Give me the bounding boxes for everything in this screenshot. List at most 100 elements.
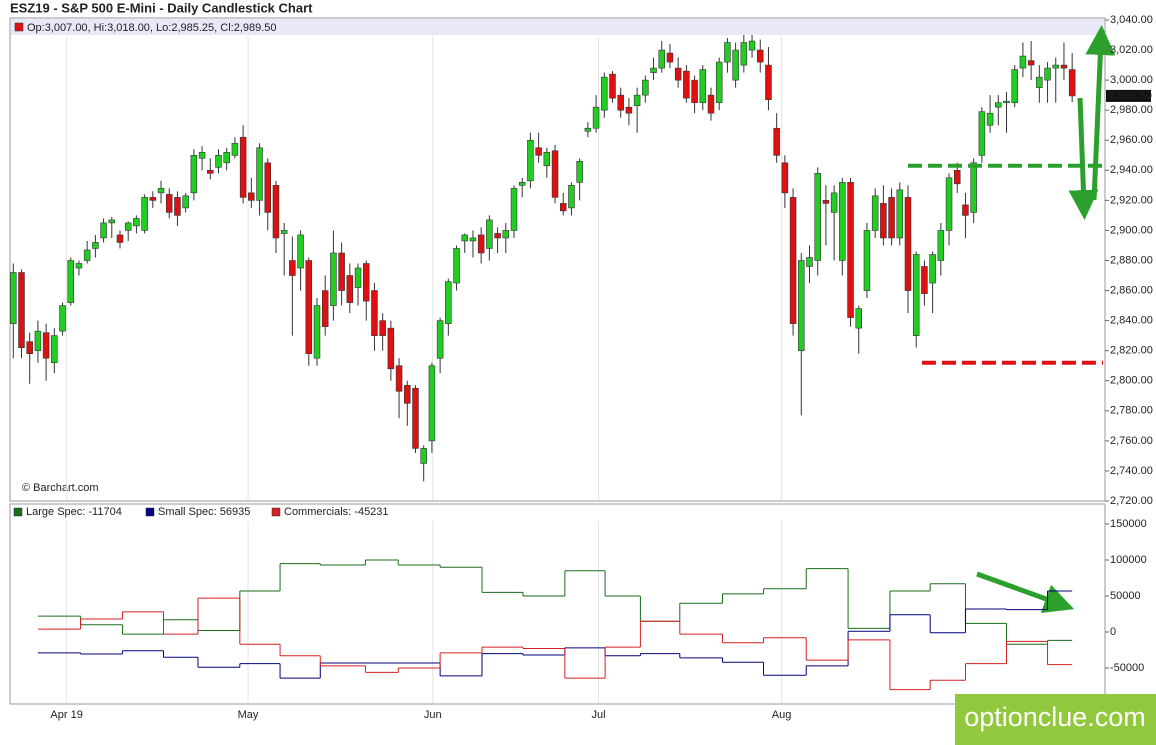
y-tick-label: 2,860.00 [1110,284,1153,296]
candle-body [617,94,624,111]
candle-body [880,203,887,239]
legend-swatch [14,22,24,32]
legend-swatch [145,507,155,517]
candle-body [264,162,271,213]
last-price-tag [1106,89,1151,102]
arrow [1085,25,1116,201]
y-tick-label: 2,720.00 [1110,495,1153,507]
candle-body [855,308,863,329]
candle-body [798,260,805,351]
candle-body [642,79,649,96]
candle-body [871,195,879,231]
y-tick-label: 0 [1110,626,1116,638]
candle-body [338,252,345,291]
candle-body [904,197,912,291]
candle-body [305,260,313,354]
copyright: © Barchart.com [22,482,99,494]
legend-label: Large Spec: -11704 [26,506,122,518]
candle-body [477,234,485,254]
candle-body [962,204,969,216]
y-tick-label: 100000 [1110,554,1147,566]
x-tick-label: Jun [424,709,442,721]
candle-body [518,182,526,186]
candle-body [461,234,469,242]
candle-body [839,182,846,261]
candle-body [543,151,551,167]
candle-body [1027,60,1035,66]
candle-body [18,272,25,348]
candle-body [453,248,460,284]
candle-body [116,234,124,243]
candle-body [699,69,707,103]
watermark-text: optionclue.com [964,702,1146,732]
candle-body [551,150,559,198]
candle-body [863,230,871,291]
candle-body [625,106,633,114]
candle-body [559,203,567,212]
candle-body [978,111,986,156]
candle-body [239,136,247,198]
ohlc-legend: Op:3,007.00, Hi:3,018.00, Lo:2,985.25, C… [27,22,277,34]
candle-body [313,305,321,359]
candle-body [1068,69,1076,97]
candle-body [953,170,961,185]
candle-body [59,305,66,332]
candle-body [182,195,189,209]
candle-body [592,106,600,129]
candle-body [535,147,542,156]
candle-body [912,254,920,336]
x-tick-label: May [238,709,259,721]
candle-body [280,230,288,234]
candle-body [346,275,354,303]
candle-body [1060,64,1068,69]
candle-body [896,189,904,239]
cot-panel [9,503,1106,705]
candle-body [937,230,945,261]
candle-body [387,327,395,370]
y-tick-label: 2,820.00 [1110,345,1153,357]
candle-body [165,194,173,213]
candle-body [198,151,206,159]
y-tick-label: 2,740.00 [1110,465,1153,477]
candle-body [970,162,977,213]
candle-body [601,76,608,111]
candle-body [789,197,797,324]
candle-body [207,170,214,174]
candle-body [75,263,83,269]
candle-body [92,242,99,249]
candle-body [1011,69,1018,103]
candle-body [395,365,403,392]
candle-body [765,64,772,100]
candle-body [174,197,181,216]
watermark-box [955,694,1156,745]
candle-body [732,49,739,81]
x-tick-label: Apr 19 [50,709,82,721]
y-tick-label: 2,780.00 [1110,405,1153,417]
candle-body [190,154,198,194]
candle-body [297,234,304,269]
chart-title: ESZ19 - S&P 500 E-Mini - Daily Candlesti… [10,0,313,15]
candle-body [921,266,928,294]
candle-body [822,200,830,204]
candle-body [83,249,91,261]
y-tick-label: 3,020.00 [1110,44,1153,56]
candle-body [691,79,698,103]
candle-body [576,160,583,183]
y-tick-label: 50000 [1110,590,1141,602]
candle-body [289,260,296,276]
candle-body [847,182,854,318]
candle-body [51,335,58,364]
candle-body [707,94,715,114]
candle-body [42,332,50,359]
x-tick-label: Aug [772,709,792,721]
candle-body [330,252,337,306]
candle-body [584,127,592,132]
candle-body [445,281,452,324]
y-tick-label: 2,980.00 [1110,104,1153,116]
candle-body [141,197,148,231]
candle-body [740,42,748,66]
legend-strip [11,19,1104,35]
candle-body [223,151,230,164]
candle-body [321,290,329,327]
candle-body [888,197,895,239]
